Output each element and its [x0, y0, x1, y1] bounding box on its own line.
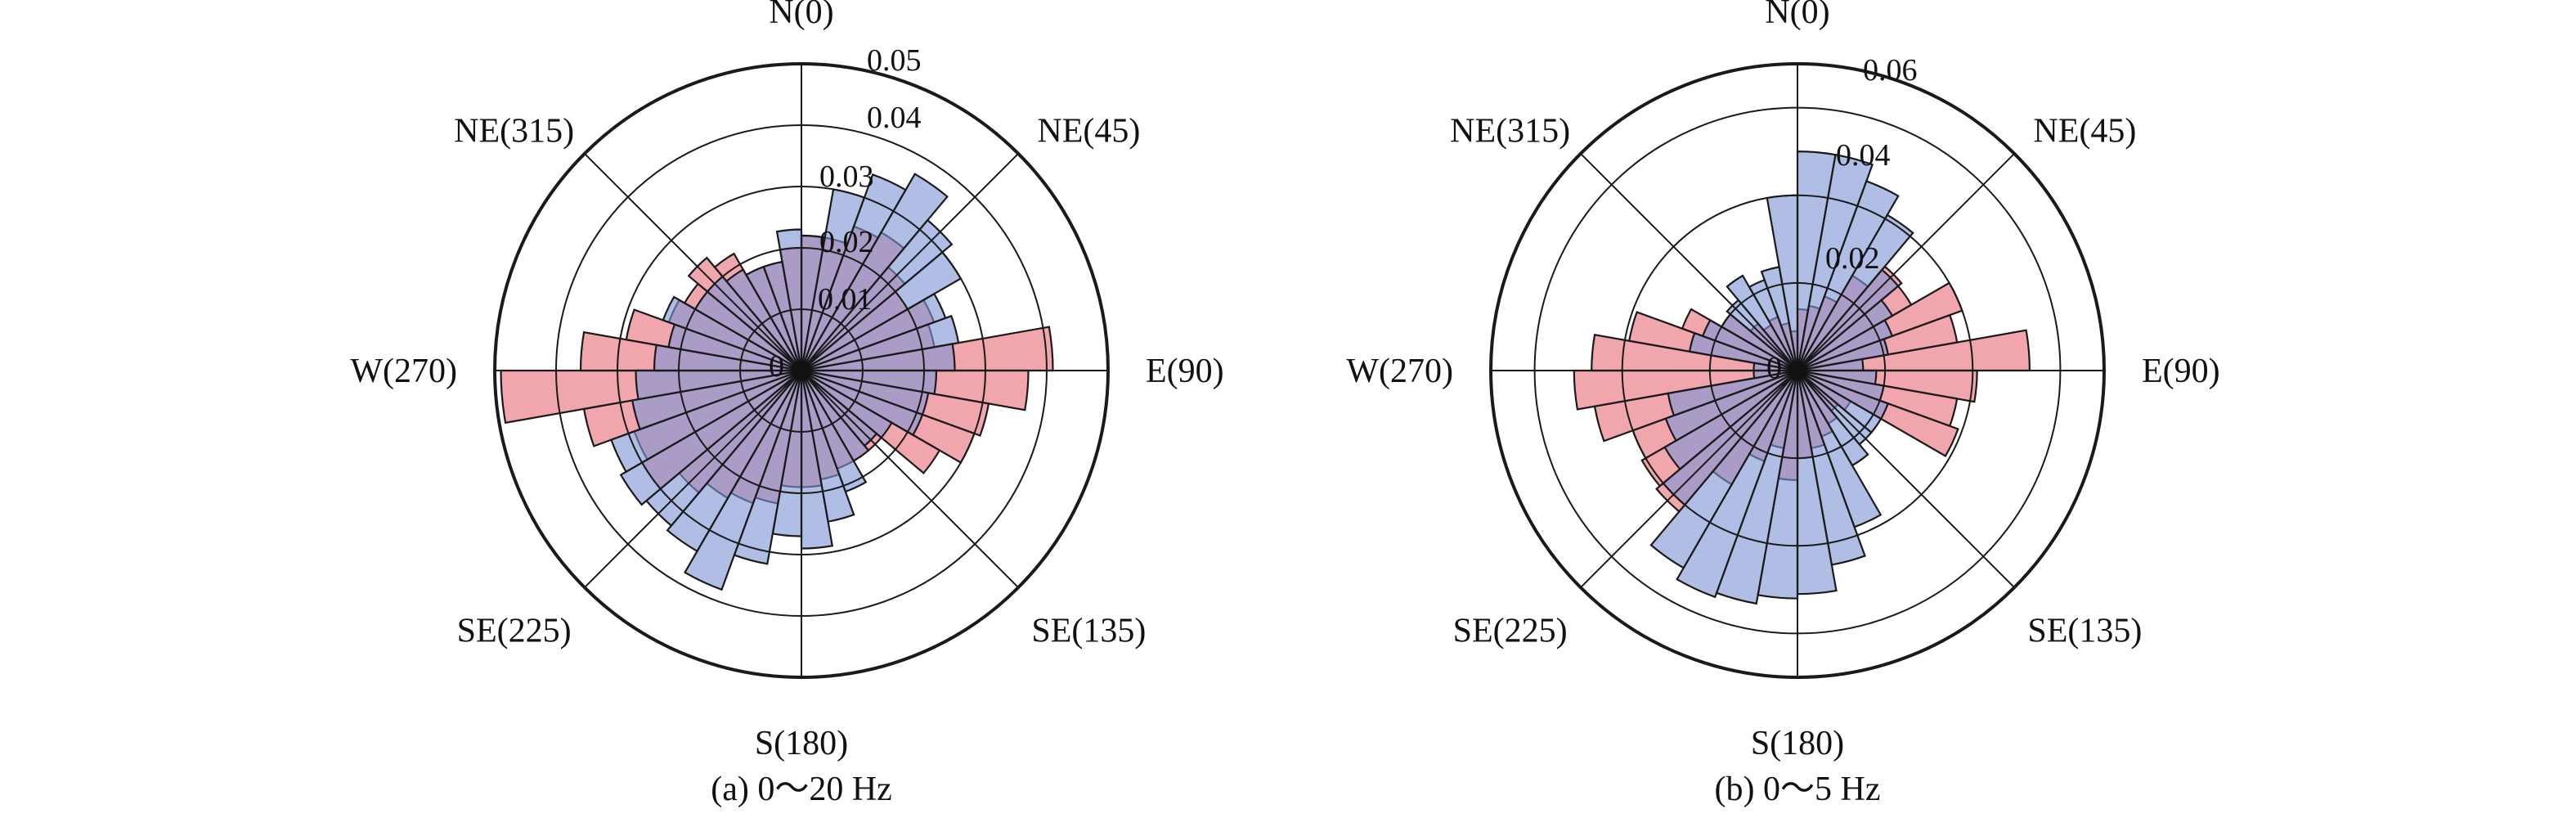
rose-bar	[801, 369, 924, 437]
direction-label: E(90)	[2142, 353, 2220, 390]
center-hub	[1788, 361, 1807, 380]
radial-tick-label: 0.02	[819, 225, 874, 259]
radial-tick-label: 0	[769, 349, 784, 384]
rose-bar	[1797, 213, 1914, 371]
spoke-line	[801, 153, 1019, 371]
rose-bar	[1663, 370, 1798, 471]
rose-bar	[801, 370, 893, 439]
radial-tick-label: 0.04	[867, 101, 922, 135]
radial-tick-label: 0.03	[819, 160, 874, 194]
radial-tick-label: 0	[1766, 351, 1782, 385]
caption-a: (a) 0～20 Hz	[711, 771, 892, 808]
direction-label: E(90)	[1146, 353, 1224, 390]
direction-label: NE(315)	[1450, 113, 1570, 151]
center-hub	[792, 361, 811, 380]
direction-label: NE(315)	[454, 113, 574, 151]
spoke-line	[1580, 370, 1798, 588]
rose-bar	[1726, 274, 1798, 371]
rose-bar	[725, 268, 802, 371]
direction-label: N(0)	[769, 0, 833, 31]
direction-label: SE(225)	[1453, 612, 1568, 649]
radial-tick-label: 0.05	[867, 43, 922, 78]
radial-tick-label: 0.04	[1836, 138, 1891, 173]
spoke-line	[801, 370, 1019, 588]
direction-label: N(0)	[1765, 0, 1829, 31]
radial-tick-label: 0.02	[1825, 241, 1880, 276]
direction-label: SE(135)	[2027, 612, 2142, 649]
direction-label: NE(45)	[2033, 113, 2136, 151]
rose-chart-a: 0 0.01 0.02 0.03 0.04 0.05 N(0) NE(45) E(90) SE(1…	[350, 0, 1223, 762]
rose-bar	[1667, 369, 1798, 417]
rose-bar	[801, 314, 960, 372]
rose-bar	[662, 295, 802, 372]
direction-label: SE(135)	[1031, 612, 1146, 649]
rose-chart-b: 0 0.02 0.04 0.06 N(0) NE(45) E(90) SE(135) S(180…	[1346, 0, 2219, 762]
caption-b: (b) 0～5 Hz	[1715, 771, 1881, 808]
rose-bar	[1797, 318, 1894, 372]
spoke-line	[1580, 153, 1798, 371]
rose-bar	[1797, 338, 1890, 372]
direction-label: S(180)	[755, 725, 848, 762]
rose-bar	[1649, 370, 1798, 569]
direction-label: S(180)	[1751, 725, 1844, 762]
radial-tick-label: 0.01	[818, 282, 873, 317]
direction-label: W(270)	[350, 353, 457, 390]
rose-bar	[666, 370, 802, 553]
rose-bar	[631, 369, 802, 431]
radial-tick-label: 0.06	[1863, 53, 1918, 88]
rose-bar	[619, 370, 802, 506]
direction-label: NE(45)	[1037, 113, 1140, 151]
spoke-line	[1797, 153, 2015, 371]
rose-bar	[1664, 369, 1798, 443]
direction-label: W(270)	[1346, 353, 1453, 390]
spoke-line	[1797, 370, 2015, 588]
rose-bar	[1797, 299, 1894, 371]
rose-bar	[610, 369, 802, 474]
direction-label: SE(225)	[457, 612, 572, 649]
rose-bar	[1701, 318, 1798, 372]
rose-bar	[1796, 180, 1900, 371]
rose-bar	[1676, 370, 1799, 599]
spoke-line	[584, 370, 802, 588]
spoke-line	[584, 153, 802, 371]
